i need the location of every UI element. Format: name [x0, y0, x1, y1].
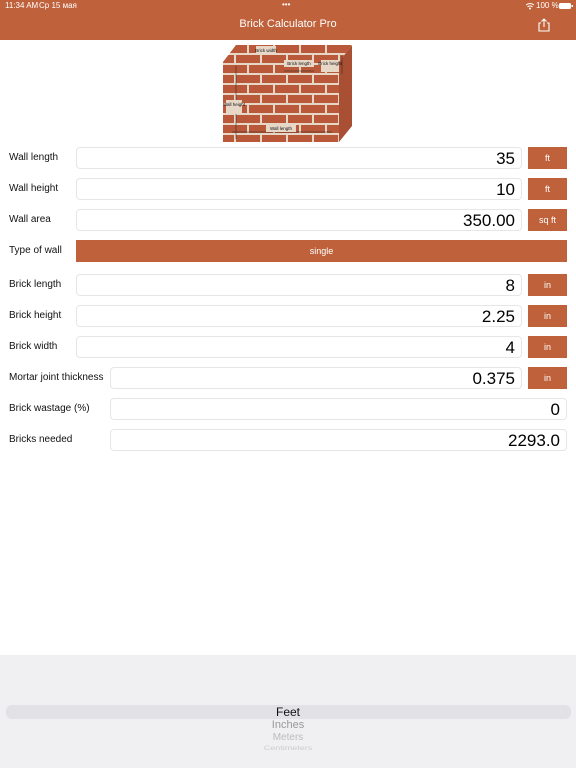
unit-button[interactable]: in — [528, 367, 567, 389]
unit-button[interactable]: sq ft — [528, 209, 567, 231]
status-date: Ср 15 мая — [39, 1, 77, 10]
diagram-label: Wall length — [270, 126, 293, 131]
nav-bar — [0, 0, 576, 40]
row-label: Brick length — [9, 279, 62, 290]
row-label: Wall length — [9, 152, 59, 163]
row-label: Brick width — [9, 341, 58, 352]
unit-button[interactable]: ft — [528, 178, 567, 200]
row-label: Type of wall — [9, 245, 62, 256]
row-label: Wall height — [9, 183, 59, 194]
value-field[interactable]: 35 — [76, 147, 522, 169]
status-battery: 100 % — [536, 1, 559, 10]
value-field: 2293.0 — [110, 429, 567, 451]
row-label: Brick height — [9, 310, 62, 321]
status-icons — [526, 3, 573, 10]
picker-option[interactable]: Meters — [272, 732, 304, 743]
status-time: 11:34 AM — [5, 1, 39, 10]
value-field[interactable]: 350.00 — [76, 209, 522, 231]
value-field[interactable]: 0.375 — [110, 367, 522, 389]
share-button[interactable] — [538, 18, 550, 32]
value-field[interactable]: 4 — [76, 336, 522, 358]
diagram-label: Brick height — [318, 61, 342, 66]
value-field[interactable]: 8 — [76, 274, 522, 296]
unit-button[interactable]: in — [528, 274, 567, 296]
unit-button[interactable]: ft — [528, 147, 567, 169]
multitask-dots: ••• — [282, 0, 291, 9]
picker-option[interactable]: Feet — [275, 705, 300, 719]
value-field[interactable]: 10 — [76, 178, 522, 200]
unit-button[interactable]: in — [528, 305, 567, 327]
picker-option[interactable]: Centimeters — [263, 744, 313, 752]
row-label: Brick wastage (%) — [9, 403, 90, 414]
nav-title: Brick Calculator Pro — [239, 18, 337, 30]
row-label: Mortar joint thickness — [9, 372, 104, 383]
picker-option[interactable]: Inches — [271, 719, 305, 731]
row-label: Bricks needed — [9, 434, 73, 445]
picker-selection — [6, 705, 571, 719]
value-field[interactable]: 2.25 — [76, 305, 522, 327]
value-field[interactable]: 0 — [110, 398, 567, 420]
diagram-label: Brick width — [255, 48, 277, 53]
unit-button[interactable]: in — [528, 336, 567, 358]
brick-diagram: Brick width Brick length Brick height Wa… — [223, 45, 352, 142]
diagram-label: Wall height — [223, 102, 246, 107]
wall-type-button[interactable]: single — [76, 240, 567, 262]
row-label: Wall area — [9, 214, 51, 225]
diagram-label: Brick length — [287, 61, 311, 66]
